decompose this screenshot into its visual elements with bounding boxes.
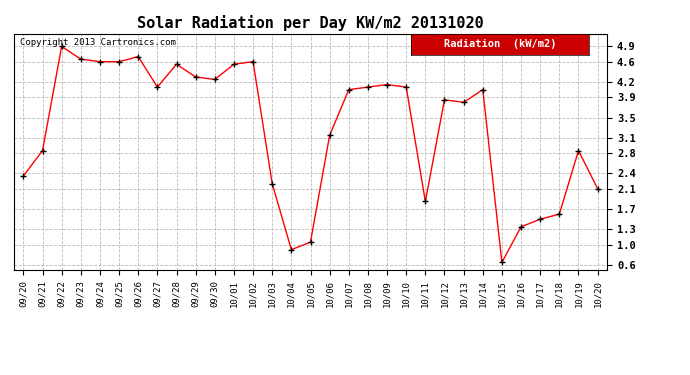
- Text: Copyright 2013 Cartronics.com: Copyright 2013 Cartronics.com: [20, 39, 176, 48]
- Title: Solar Radiation per Day KW/m2 20131020: Solar Radiation per Day KW/m2 20131020: [137, 15, 484, 31]
